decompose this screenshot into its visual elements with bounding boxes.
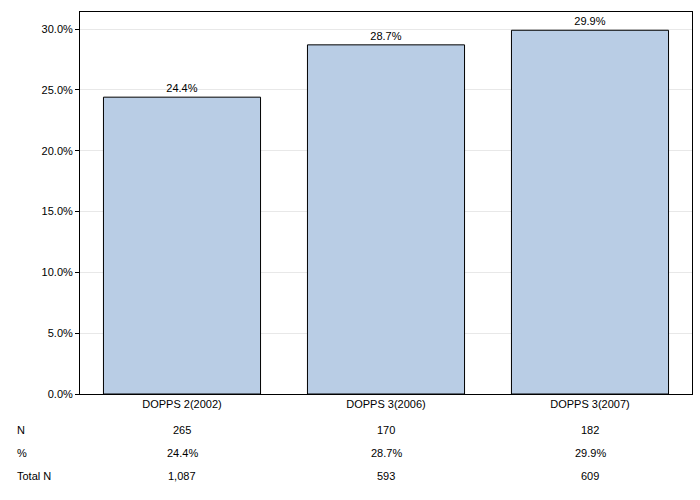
svg-text:28.7%: 28.7% <box>370 30 401 42</box>
svg-text:Total N: Total N <box>17 470 51 482</box>
svg-text:24.4%: 24.4% <box>166 82 197 94</box>
svg-text:5.0%: 5.0% <box>48 327 73 339</box>
svg-text:DOPPS 3(2007): DOPPS 3(2007) <box>550 398 629 410</box>
svg-text:24.4%: 24.4% <box>167 447 198 459</box>
svg-text:20.0%: 20.0% <box>42 145 73 157</box>
svg-text:DOPPS 3(2006): DOPPS 3(2006) <box>346 398 425 410</box>
svg-text:25.0%: 25.0% <box>42 84 73 96</box>
svg-text:15.0%: 15.0% <box>42 205 73 217</box>
svg-text:265: 265 <box>173 424 191 436</box>
svg-text:0.0%: 0.0% <box>48 388 73 400</box>
svg-text:609: 609 <box>581 470 599 482</box>
svg-text:29.9%: 29.9% <box>575 447 606 459</box>
svg-text:593: 593 <box>377 470 395 482</box>
svg-text:DOPPS 2(2002): DOPPS 2(2002) <box>142 398 221 410</box>
svg-text:N: N <box>17 424 25 436</box>
svg-text:30.0%: 30.0% <box>42 23 73 35</box>
svg-text:1,087: 1,087 <box>168 470 196 482</box>
svg-text:10.0%: 10.0% <box>42 266 73 278</box>
svg-text:170: 170 <box>377 424 395 436</box>
svg-text:%: % <box>17 447 27 459</box>
svg-text:29.9%: 29.9% <box>574 15 605 27</box>
svg-text:182: 182 <box>581 424 599 436</box>
svg-text:28.7%: 28.7% <box>371 447 402 459</box>
